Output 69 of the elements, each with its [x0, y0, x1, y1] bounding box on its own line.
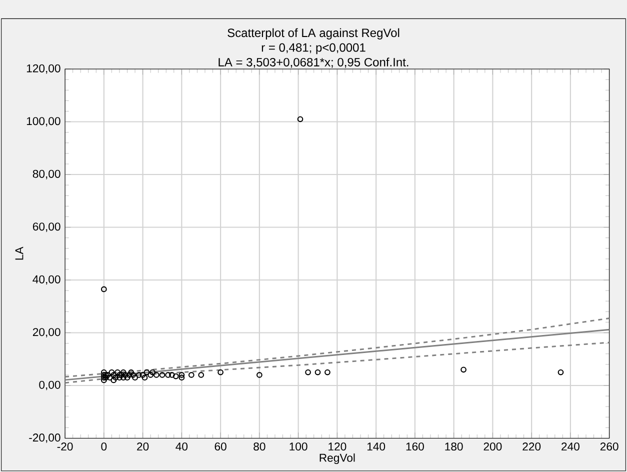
point [178, 372, 185, 378]
y-tick-label: 40,00 [32, 275, 60, 285]
point [100, 377, 107, 384]
x-tick-label: 200 [484, 442, 502, 450]
y-tick-label: 60,00 [32, 222, 60, 232]
point [324, 369, 330, 376]
x-tick-label: 100 [290, 442, 308, 450]
point [110, 372, 117, 378]
x-tick-label: 240 [562, 442, 580, 450]
point [112, 374, 119, 380]
y-tick-label: 120,00 [26, 64, 60, 74]
text: LA = 3,503+0,0681*x; 0,95 Conf.Int. [218, 58, 408, 68]
x-tick-label: 0 [101, 442, 107, 450]
point [218, 369, 224, 376]
point [172, 373, 179, 380]
point [110, 377, 117, 384]
point [169, 372, 175, 378]
point [114, 369, 120, 376]
point [116, 374, 122, 380]
point [130, 372, 136, 378]
point [305, 369, 311, 376]
point [198, 372, 204, 378]
point [165, 372, 171, 378]
point [144, 369, 150, 376]
point [132, 374, 138, 380]
point [314, 369, 321, 376]
x-tick-label: 140 [367, 442, 386, 450]
point [153, 372, 160, 378]
point [120, 374, 126, 380]
point [100, 286, 107, 292]
point [178, 374, 185, 380]
point [126, 372, 132, 378]
point [460, 366, 466, 372]
point [120, 369, 126, 376]
y-axis-title: LA [15, 246, 24, 260]
chart-title: Scatterplot of LA against RegVol [228, 28, 400, 40]
x-tick-label: 20 [137, 442, 149, 450]
y-tick-label: -20,00 [29, 433, 60, 443]
point [558, 369, 564, 376]
point [150, 369, 156, 376]
point [188, 372, 194, 378]
point [108, 369, 115, 376]
x-tick-label: 160 [406, 442, 424, 450]
point [122, 372, 128, 378]
point [256, 372, 262, 378]
point [106, 374, 113, 380]
point [159, 372, 166, 378]
x-tick-label: 60 [214, 442, 226, 450]
point [142, 374, 148, 380]
point [140, 372, 146, 378]
point [297, 116, 304, 122]
x-tick-label: 260 [600, 442, 618, 450]
point [128, 369, 134, 376]
y-tick-label: 0,00 [39, 380, 60, 390]
x-tick-label: 180 [445, 442, 463, 450]
x-tick-label: 40 [176, 442, 188, 450]
x-tick-label: 220 [522, 442, 541, 450]
x-axis-title: RegVol [320, 453, 355, 464]
y-tick-label: 20,00 [32, 328, 60, 338]
point [124, 374, 130, 380]
y-tick-label: 100,00 [26, 116, 60, 126]
x-tick-label: 80 [254, 442, 266, 450]
x-tick-label: -20 [57, 442, 73, 450]
y-tick-label: 80,00 [32, 170, 60, 180]
chart-subtitle: r = 0,481; p<0,0001 [262, 43, 366, 54]
point [148, 372, 154, 378]
x-tick-label: 120 [328, 442, 346, 450]
point [136, 372, 142, 378]
point [100, 369, 107, 376]
